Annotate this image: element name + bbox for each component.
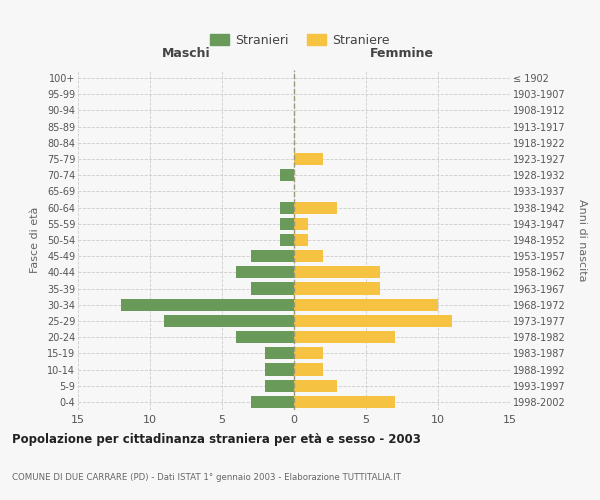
- Bar: [294, 364, 323, 376]
- Bar: [294, 202, 337, 213]
- Bar: [265, 364, 294, 376]
- Bar: [280, 169, 294, 181]
- Legend: Stranieri, Straniere: Stranieri, Straniere: [210, 34, 390, 46]
- Bar: [294, 348, 323, 360]
- Bar: [265, 348, 294, 360]
- Bar: [294, 250, 323, 262]
- Y-axis label: Fasce di età: Fasce di età: [30, 207, 40, 273]
- Text: COMUNE DI DUE CARRARE (PD) - Dati ISTAT 1° gennaio 2003 - Elaborazione TUTTITALI: COMUNE DI DUE CARRARE (PD) - Dati ISTAT …: [12, 473, 401, 482]
- Bar: [294, 234, 308, 246]
- Bar: [236, 266, 294, 278]
- Bar: [294, 282, 380, 294]
- Bar: [236, 331, 294, 343]
- Bar: [294, 153, 323, 165]
- Bar: [294, 266, 380, 278]
- Bar: [164, 315, 294, 327]
- Bar: [251, 282, 294, 294]
- Text: Femmine: Femmine: [370, 48, 434, 60]
- Bar: [251, 250, 294, 262]
- Bar: [294, 380, 337, 392]
- Bar: [121, 298, 294, 311]
- Text: Maschi: Maschi: [161, 48, 211, 60]
- Bar: [265, 380, 294, 392]
- Bar: [280, 202, 294, 213]
- Y-axis label: Anni di nascita: Anni di nascita: [577, 198, 587, 281]
- Bar: [294, 396, 395, 408]
- Bar: [294, 218, 308, 230]
- Bar: [280, 234, 294, 246]
- Bar: [294, 331, 395, 343]
- Bar: [294, 315, 452, 327]
- Bar: [294, 298, 438, 311]
- Text: Popolazione per cittadinanza straniera per età e sesso - 2003: Popolazione per cittadinanza straniera p…: [12, 432, 421, 446]
- Bar: [280, 218, 294, 230]
- Bar: [251, 396, 294, 408]
